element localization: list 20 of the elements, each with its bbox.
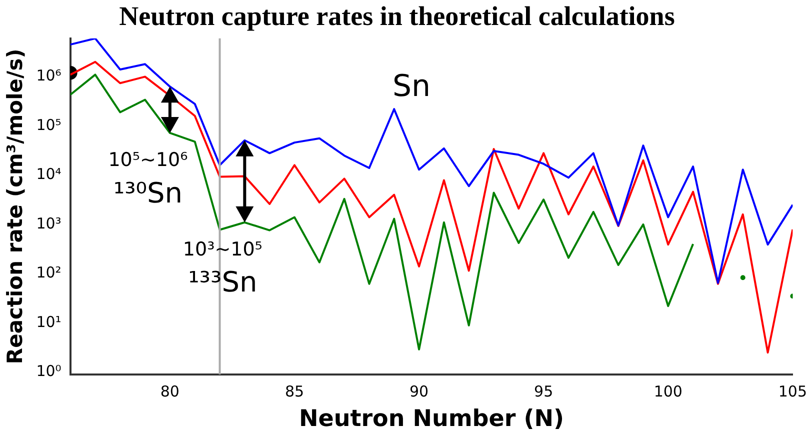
y-tick-label: 10¹ [36, 312, 62, 331]
point [740, 275, 746, 280]
y-tick-label: 10³ [36, 214, 62, 232]
y-tick-label: 10⁶ [36, 66, 62, 85]
annotation: Sn [392, 69, 431, 104]
x-tick-label: 90 [409, 382, 429, 400]
y-tick-label: 10⁰ [36, 362, 62, 380]
annotation: 10³~10⁵ ¹³³Sn [182, 238, 262, 299]
y-tick-label: 10⁵ [36, 116, 62, 134]
y-tick-label: 10⁴ [36, 165, 62, 184]
annotation: 10⁵~10⁶ ¹³⁰Sn [108, 148, 188, 210]
y-axis-title: Reaction rate (cm³/mole/s) [3, 48, 28, 364]
x-tick-label: 95 [534, 382, 554, 400]
chart-title: Neutron capture rates in theoretical calculations [119, 1, 675, 32]
x-tick-label: 105 [778, 382, 808, 400]
x-tick-label: 80 [160, 382, 180, 400]
x-axis-title: Neutron Number (N) [298, 406, 564, 432]
y-tick-label: 10² [36, 264, 62, 282]
x-tick-label: 100 [654, 382, 682, 400]
x-tick-label: 85 [284, 382, 304, 400]
